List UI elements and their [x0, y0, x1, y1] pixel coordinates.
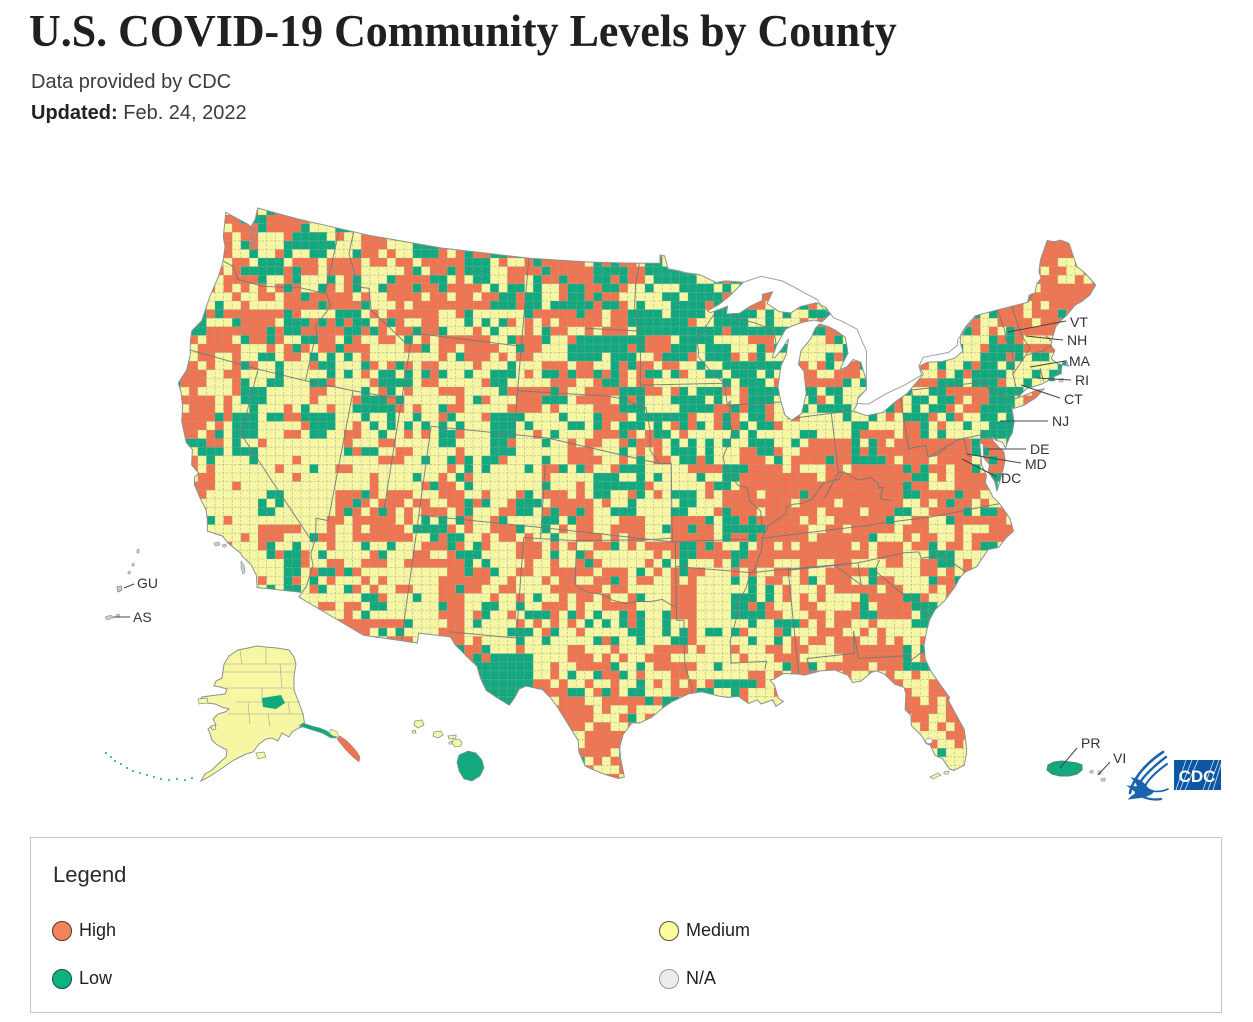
svg-text:RI: RI: [1075, 372, 1089, 388]
svg-text:PR: PR: [1081, 735, 1100, 751]
svg-text:DE: DE: [1030, 441, 1049, 457]
svg-text:GU: GU: [137, 575, 158, 591]
svg-text:MA: MA: [1069, 353, 1091, 369]
svg-text:CDC: CDC: [1179, 767, 1216, 786]
svg-text:DC: DC: [1001, 470, 1021, 486]
svg-text:CT: CT: [1064, 391, 1083, 407]
svg-text:MD: MD: [1025, 456, 1047, 472]
svg-text:VI: VI: [1113, 750, 1126, 766]
svg-text:VT: VT: [1070, 314, 1088, 330]
svg-text:AS: AS: [133, 609, 152, 625]
svg-text:NH: NH: [1067, 332, 1087, 348]
svg-text:NJ: NJ: [1052, 413, 1069, 429]
